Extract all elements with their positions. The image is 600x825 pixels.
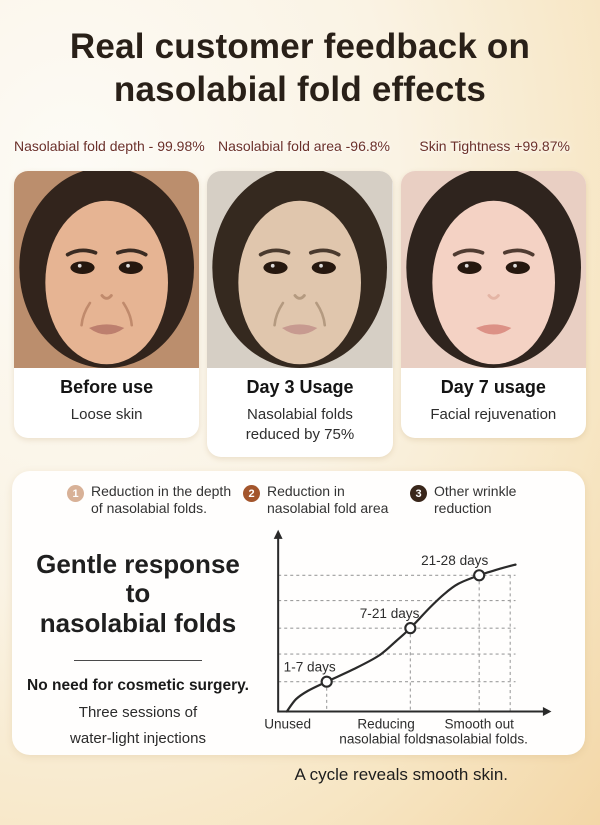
y-axis-arrow: [273, 529, 283, 539]
x-axis-arrow: [542, 706, 552, 716]
point-label: 21-28 days: [421, 553, 488, 568]
x-axis-label: Unused: [264, 716, 311, 731]
legend-number-badge: 1: [67, 485, 84, 503]
recovery-curve-chart: 1-7 days 7-21 days 21-28 days Unused Reducin…: [254, 524, 577, 751]
point-label: 1-7 days: [284, 659, 336, 674]
legend-label: Reduction in the depth of nasolabial fold…: [91, 483, 231, 517]
data-point-marker: [404, 621, 417, 634]
usage-stage-label: Day 3 Usage: [246, 377, 354, 398]
stat-fold-depth: Nasolabial fold depth - 99.98%: [14, 138, 205, 155]
legend-item-depth: 1 Reduction in the depth of nasolabial fo…: [67, 483, 243, 517]
before-after-cards: Before use Loose skin: [0, 171, 600, 458]
info-text-column: Gentle response to nasolabial folds No ne…: [22, 524, 254, 751]
promo-page: Real customer feedback on nasolabial fol…: [0, 26, 600, 785]
legend-label-line2: nasolabial fold area: [267, 500, 389, 517]
case-card-day3: Day 3 Usage Nasolabial folds reduced by …: [207, 171, 393, 458]
stylized-face-illustration: [207, 171, 393, 369]
info-headline: Gentle response to nasolabial folds: [22, 548, 254, 639]
stats-row: Nasolabial fold depth - 99.98% Nasolabia…: [0, 138, 600, 154]
page-title: Real customer feedback on nasolabial fol…: [10, 26, 590, 111]
x-axis-label: Reducing nasolabial folds: [339, 716, 433, 746]
case-card-day7: Day 7 usage Facial rejuvenation: [400, 171, 586, 438]
recovery-curve: [285, 563, 517, 713]
page-title-line1: Real customer feedback on: [69, 27, 531, 66]
stylized-face-illustration: [14, 171, 200, 369]
data-point-marker: [320, 675, 333, 688]
usage-result-label: Facial rejuvenation: [430, 406, 557, 424]
legend-row: 1 Reduction in the depth of nasolabial fo…: [22, 483, 577, 517]
info-card-body: Gentle response to nasolabial folds No ne…: [22, 524, 577, 751]
page-title-line2: nasolabial fold effects: [113, 69, 487, 109]
customer-face-photo: [207, 171, 393, 369]
case-caption: Day 3 Usage Nasolabial folds reduced by …: [207, 368, 392, 457]
legend-label-line1: Other wrinkle: [434, 483, 517, 500]
sessions-note-line2: water-light injections: [70, 730, 206, 748]
case-caption: Before use Loose skin: [14, 368, 199, 438]
footer-caption: A cycle reveals smooth skin.: [294, 764, 508, 784]
divider-line: [74, 660, 202, 662]
legend-label-line2: of nasolabial folds.: [91, 500, 207, 517]
legend-number-badge: 3: [410, 485, 427, 503]
stat-skin-tightness: Skin Tightness +99.87%: [419, 138, 570, 155]
legend-label-line2: reduction: [434, 500, 492, 517]
case-card-before-use: Before use Loose skin: [14, 171, 200, 438]
stylized-face-illustration: [400, 171, 586, 369]
legend-label: Other wrinkle reduction: [434, 483, 516, 517]
usage-result-label: Nasolabial folds reduced by 75%: [245, 406, 355, 443]
sessions-note-line1: Three sessions of: [78, 704, 198, 722]
info-headline-line2: nasolabial folds: [39, 607, 237, 638]
treatment-info-card: 1 Reduction in the depth of nasolabial fo…: [12, 471, 585, 755]
info-headline-line1: Gentle response to: [36, 548, 240, 609]
data-point-marker: [473, 568, 486, 581]
customer-face-photo: [14, 171, 200, 369]
legend-number-badge: 2: [243, 485, 260, 503]
customer-face-photo: [400, 171, 586, 369]
point-label: 7-21 days: [360, 606, 420, 621]
legend-label-line1: Reduction in the depth: [91, 483, 232, 500]
stat-fold-area: Nasolabial fold area -96.8%: [218, 138, 391, 155]
legend-label-line1: Reduction in: [267, 483, 345, 500]
x-axis-label: Smooth out nasolabial folds.: [431, 716, 528, 746]
legend-item-other-wrinkle: 3 Other wrinkle reduction: [410, 483, 577, 517]
usage-result-label: Loose skin: [70, 406, 143, 424]
case-caption: Day 7 usage Facial rejuvenation: [401, 368, 586, 438]
usage-stage-label: Before use: [60, 377, 154, 398]
legend-item-area: 2 Reduction in nasolabial fold area: [243, 483, 410, 517]
recovery-curve-svg: 1-7 days 7-21 days 21-28 days Unused Reducin…: [264, 529, 552, 746]
usage-stage-label: Day 7 usage: [440, 377, 546, 398]
no-surgery-note: No need for cosmetic surgery.: [27, 677, 249, 695]
legend-label: Reduction in nasolabial fold area: [267, 483, 388, 517]
